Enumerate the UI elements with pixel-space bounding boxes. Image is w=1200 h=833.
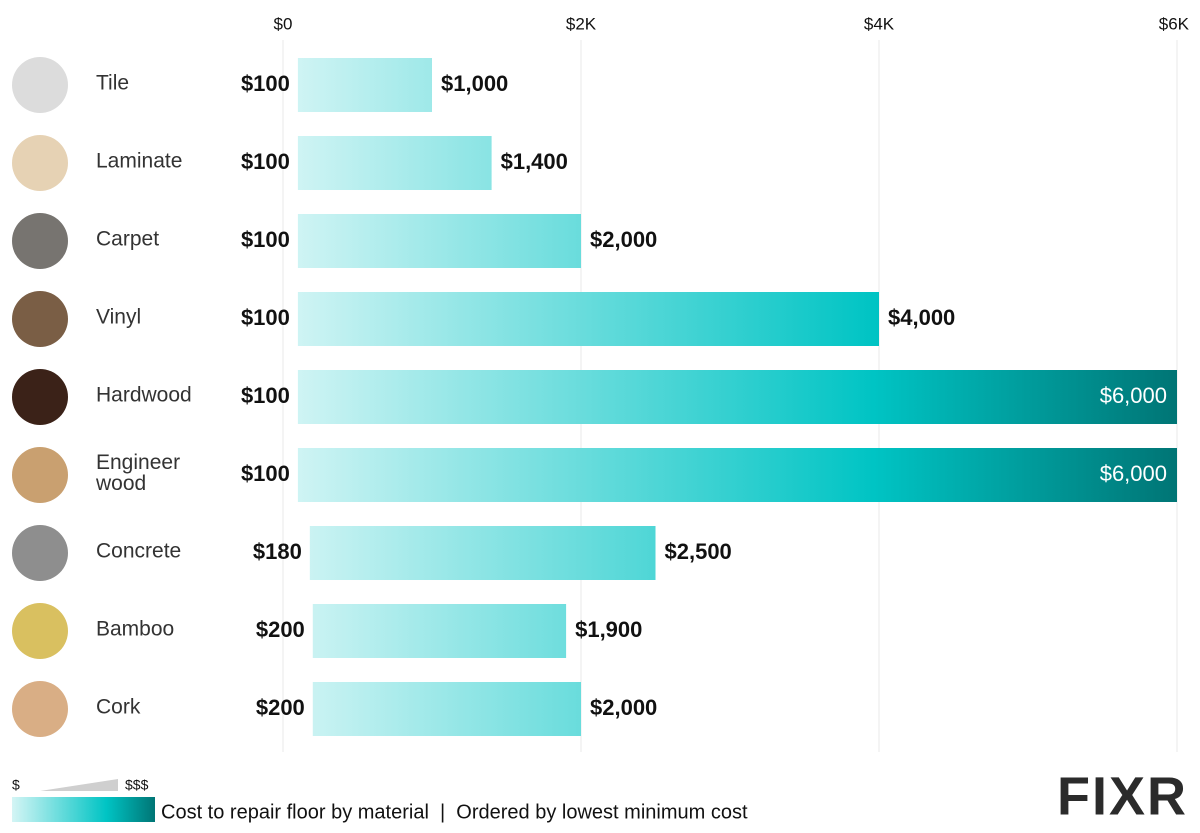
max-label: $6,000 xyxy=(1100,383,1167,408)
legend-high: $$$ xyxy=(125,777,149,793)
category-label: Laminate xyxy=(96,149,183,173)
min-label: $100 xyxy=(241,461,290,486)
max-label: $4,000 xyxy=(888,305,955,330)
x-tick-label: $2K xyxy=(566,14,597,33)
min-label: $100 xyxy=(241,71,290,96)
bar xyxy=(309,526,656,580)
max-label: $2,500 xyxy=(665,539,732,564)
bar xyxy=(297,370,1177,424)
swatch xyxy=(12,681,68,737)
min-label: $100 xyxy=(241,149,290,174)
max-label: $2,000 xyxy=(590,227,657,252)
category-label: Vinyl xyxy=(96,305,142,329)
max-label: $1,400 xyxy=(501,149,568,174)
swatch xyxy=(12,369,68,425)
caption: Cost to repair floor by material | Order… xyxy=(161,801,748,823)
category-label: Engineer wood xyxy=(96,451,181,495)
category-label: Bamboo xyxy=(96,617,175,641)
bar xyxy=(312,604,567,658)
swatch xyxy=(12,57,68,113)
swatch xyxy=(12,135,68,191)
bar xyxy=(297,292,879,346)
legend-gradient xyxy=(12,797,155,822)
bar xyxy=(297,136,492,190)
max-label: $2,000 xyxy=(590,695,657,720)
min-label: $100 xyxy=(241,305,290,330)
bar xyxy=(297,214,581,268)
min-label: $100 xyxy=(241,383,290,408)
category-label: Hardwood xyxy=(96,383,192,407)
max-label: $6,000 xyxy=(1100,461,1167,486)
x-tick-label: $0 xyxy=(274,14,293,33)
swatch xyxy=(12,213,68,269)
swatch xyxy=(12,447,68,503)
bar xyxy=(312,682,581,736)
x-tick-label: $6K xyxy=(1159,14,1190,33)
min-label: $200 xyxy=(256,695,305,720)
swatch xyxy=(12,603,68,659)
category-label: Concrete xyxy=(96,539,182,563)
legend-low: $ xyxy=(12,777,20,793)
max-label: $1,000 xyxy=(441,71,508,96)
min-label: $180 xyxy=(253,539,302,564)
swatch xyxy=(12,525,68,581)
category-label: Carpet xyxy=(96,227,160,251)
category-label: Cork xyxy=(96,695,141,719)
logo: FIXR xyxy=(1057,766,1188,826)
min-label: $100 xyxy=(241,227,290,252)
legend-wedge xyxy=(40,779,118,791)
bar xyxy=(297,448,1177,502)
category-label: Tile xyxy=(96,71,130,95)
swatch xyxy=(12,291,68,347)
max-label: $1,900 xyxy=(575,617,642,642)
min-label: $200 xyxy=(256,617,305,642)
bar xyxy=(297,58,432,112)
x-tick-label: $4K xyxy=(864,14,895,33)
